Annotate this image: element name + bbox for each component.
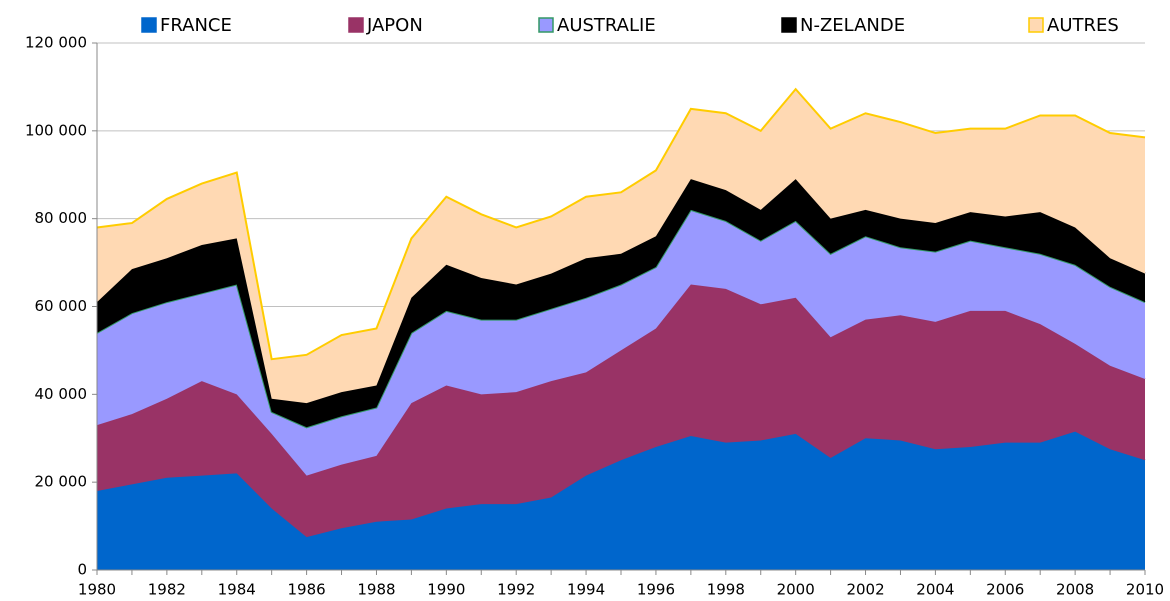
x-tick-label: 1980 bbox=[78, 581, 116, 599]
x-tick-label: 1990 bbox=[427, 581, 465, 599]
y-tick-label: 120 000 bbox=[25, 34, 87, 52]
y-tick-label: 20 000 bbox=[35, 473, 88, 491]
x-tick-label: 2000 bbox=[777, 581, 815, 599]
x-tick-label: 1994 bbox=[567, 581, 605, 599]
y-tick-label: 80 000 bbox=[35, 209, 88, 227]
legend-label: FRANCE bbox=[160, 15, 232, 36]
x-tick-label: 2004 bbox=[916, 581, 954, 599]
x-tick-label: 1996 bbox=[637, 581, 675, 599]
x-tick-label: 2010 bbox=[1126, 581, 1164, 599]
area bbox=[97, 431, 1145, 570]
y-tick-label: 60 000 bbox=[35, 297, 88, 315]
x-tick-label: 2002 bbox=[846, 581, 884, 599]
area-edge bbox=[96, 87, 1146, 361]
y-tick-label: 0 bbox=[77, 561, 87, 579]
x-tick-label: 1992 bbox=[497, 581, 535, 599]
y-tick-label: 40 000 bbox=[35, 385, 88, 403]
area bbox=[97, 284, 1145, 538]
legend-label: N-ZELANDE bbox=[800, 15, 905, 36]
x-tick-label: 1984 bbox=[218, 581, 256, 599]
x-tick-label: 1988 bbox=[357, 581, 395, 599]
x-tick-label: 2006 bbox=[986, 581, 1024, 599]
area bbox=[97, 209, 1145, 476]
legend-label: JAPON bbox=[366, 15, 423, 36]
legend-swatch bbox=[141, 17, 157, 33]
legend-label: AUSTRALIE bbox=[557, 15, 656, 36]
area bbox=[97, 89, 1145, 404]
legend-swatch bbox=[1028, 17, 1044, 33]
legend-label: AUTRES bbox=[1047, 15, 1119, 36]
x-tick-label: 1982 bbox=[148, 581, 186, 599]
legend-swatch bbox=[538, 17, 554, 33]
x-tick-label: 1986 bbox=[288, 581, 326, 599]
x-tick-label: 2008 bbox=[1056, 581, 1094, 599]
legend-swatch bbox=[348, 17, 364, 33]
area bbox=[97, 179, 1145, 428]
legend-swatch bbox=[781, 17, 797, 33]
x-tick-label: 1998 bbox=[707, 581, 745, 599]
y-tick-label: 100 000 bbox=[25, 121, 87, 139]
